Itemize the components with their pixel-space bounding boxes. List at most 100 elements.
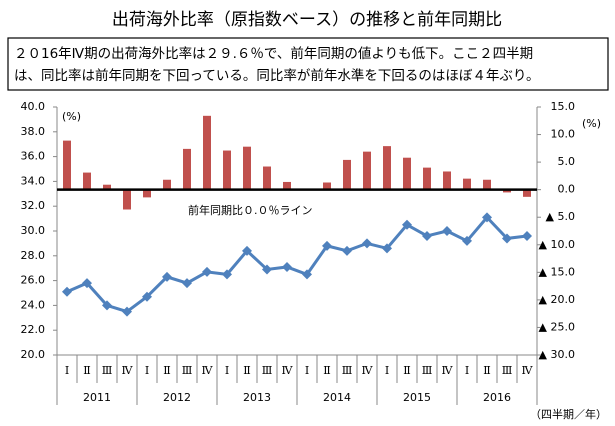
y2-tick-label: 0.0 xyxy=(558,183,576,196)
marker xyxy=(322,240,332,251)
y2-tick-label: ▲ 25.0 xyxy=(539,320,575,333)
marker xyxy=(462,235,472,246)
x-tick-label: Ⅳ xyxy=(442,364,454,377)
x-tick-label: Ⅱ xyxy=(403,364,410,377)
group-label: 2014 xyxy=(323,391,351,404)
marker xyxy=(122,306,132,317)
y2-tick-label: 5.0 xyxy=(558,155,576,168)
y-tick-label: 34.0 xyxy=(21,174,46,187)
y2-tick-label: 15.0 xyxy=(551,100,576,113)
bar xyxy=(263,166,271,190)
y2-tick-label: ▲ 5.0 xyxy=(546,210,575,223)
marker xyxy=(482,212,492,223)
marker xyxy=(442,226,452,236)
bar xyxy=(123,189,131,210)
x-tick-label: Ⅳ xyxy=(362,364,374,377)
bar xyxy=(403,157,411,190)
group-label: 2012 xyxy=(163,391,191,404)
bar xyxy=(103,184,111,190)
note-line: は、同比率は前年同期を下回っている。同比率が前年水準を下回るのはほぼ４年ぶり。 xyxy=(14,67,540,84)
bar xyxy=(323,182,331,190)
bar xyxy=(363,151,371,190)
annotation: 前年同期比０.０％ライン xyxy=(188,203,313,217)
y2-tick-label: ▲ 30.0 xyxy=(539,348,575,361)
bar xyxy=(503,189,511,193)
bar xyxy=(483,179,491,190)
x-tick-label: Ⅰ xyxy=(305,364,309,377)
x-tick-label: Ⅲ xyxy=(502,364,513,377)
x-tick-label: Ⅱ xyxy=(483,364,490,377)
bar xyxy=(463,178,471,190)
y-tick-label: 24.0 xyxy=(21,298,46,311)
bar xyxy=(163,179,171,190)
bar xyxy=(223,150,231,190)
marker xyxy=(102,300,112,311)
x-tick-label: Ⅳ xyxy=(282,364,294,377)
x-tick-label: Ⅱ xyxy=(323,364,330,377)
x-tick-label: Ⅱ xyxy=(243,364,250,377)
x-tick-label: Ⅳ xyxy=(202,364,214,377)
y-tick-label: 38.0 xyxy=(21,125,46,138)
x-tick-label: Ⅲ xyxy=(262,364,273,377)
bar xyxy=(343,159,351,190)
note-line: ２０16年Ⅳ期の出荷海外比率は２９.６％で、前年同期の値よりも低下。ここ２四半期 xyxy=(14,45,533,62)
y-tick-label: 32.0 xyxy=(21,199,46,212)
marker xyxy=(422,230,432,241)
group-label: 2013 xyxy=(243,391,271,404)
marker xyxy=(502,233,512,244)
note-box xyxy=(7,37,609,91)
y-tick-label: 28.0 xyxy=(21,249,46,262)
y-tick-label: 26.0 xyxy=(21,274,46,287)
x-tick-label: Ⅲ xyxy=(422,364,433,377)
marker xyxy=(242,245,252,256)
marker xyxy=(142,291,152,302)
y2-axis-label: (%) xyxy=(582,117,601,130)
x-tick-label: Ⅳ xyxy=(122,364,134,377)
y-axis-label: (%) xyxy=(62,110,81,123)
x-tick-label: Ⅱ xyxy=(83,364,90,377)
bar xyxy=(443,171,451,190)
x-axis-label: （四半期／年） xyxy=(530,407,607,421)
x-tick-label: Ⅱ xyxy=(163,364,170,377)
line xyxy=(66,215,528,314)
marker xyxy=(362,238,372,249)
x-tick-label: Ⅰ xyxy=(145,364,149,377)
bar xyxy=(423,167,431,190)
bar xyxy=(203,115,211,190)
x-tick-label: Ⅳ xyxy=(522,364,534,377)
marker xyxy=(182,278,192,289)
marker xyxy=(382,243,392,254)
marker xyxy=(342,245,352,256)
x-tick-label: Ⅲ xyxy=(182,364,193,377)
group-label: 2016 xyxy=(483,391,511,404)
bar xyxy=(63,140,71,190)
chart-title: 出荷海外比率（原指数ベース）の推移と前年同期比 xyxy=(112,10,502,30)
x-tick-label: Ⅰ xyxy=(65,364,69,377)
y2-tick-label: 10.0 xyxy=(551,128,576,141)
y-tick-label: 36.0 xyxy=(21,150,46,163)
bar xyxy=(283,181,291,190)
x-tick-label: Ⅰ xyxy=(465,364,469,377)
y2-tick-label: ▲ 10.0 xyxy=(539,238,575,251)
bar xyxy=(183,148,191,190)
marker xyxy=(282,261,292,272)
y-tick-label: 22.0 xyxy=(21,323,46,336)
x-tick-label: Ⅰ xyxy=(225,364,229,377)
x-tick-label: Ⅲ xyxy=(102,364,113,377)
group-label: 2011 xyxy=(83,391,111,404)
marker xyxy=(202,266,212,277)
marker xyxy=(402,219,412,230)
y-tick-label: 30.0 xyxy=(21,224,46,237)
marker xyxy=(302,269,312,280)
bar xyxy=(243,146,251,190)
marker xyxy=(222,269,232,280)
marker xyxy=(262,264,272,275)
bar xyxy=(383,146,391,190)
x-tick-label: Ⅰ xyxy=(385,364,389,377)
y2-tick-label: ▲ 15.0 xyxy=(539,265,575,278)
group-label: 2015 xyxy=(403,391,431,404)
bar xyxy=(143,189,151,198)
marker xyxy=(522,230,532,241)
marker xyxy=(82,278,92,289)
